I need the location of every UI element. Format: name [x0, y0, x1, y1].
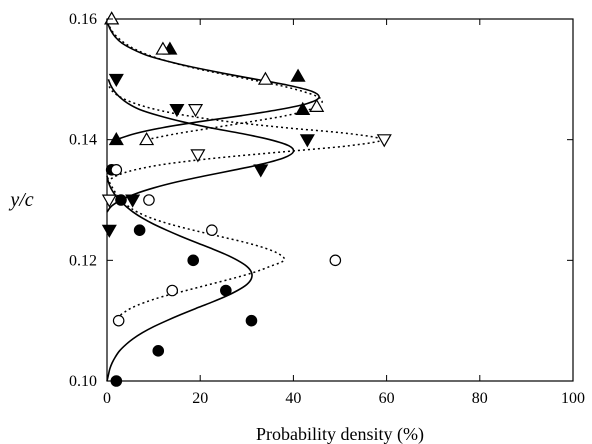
open-circle-point [166, 284, 179, 297]
open-circle-point [143, 194, 155, 206]
fit-curve-1-solid [106, 175, 253, 382]
open-triangle-up-point [104, 11, 120, 25]
filled-triangle-down-point [169, 104, 185, 118]
filled-triangle-down-point [101, 224, 117, 238]
open-triangle-up-point [309, 98, 325, 112]
y-tick-label: 0.10 [69, 373, 97, 390]
y-axis-ticks: 0.10 0.12 0.14 0.16 [69, 11, 573, 390]
filled-circle-point [115, 194, 127, 206]
x-tick-label: 100 [561, 390, 585, 407]
filled-triangle-down-point [299, 134, 315, 148]
plot-frame [106, 18, 574, 382]
data-markers [101, 11, 392, 387]
open-circle-point [110, 164, 123, 176]
y-tick-label: 0.12 [69, 252, 97, 269]
filled-triangle-up-point [295, 101, 311, 115]
open-circle-point [329, 254, 342, 267]
open-triangle-up-point [155, 41, 171, 55]
x-tick-label: 60 [379, 390, 395, 407]
open-triangle-down-point [376, 134, 392, 148]
filled-triangle-down-point [253, 164, 269, 178]
x-axis-label: Probability density (%) [256, 424, 424, 444]
open-circle-point [112, 314, 125, 327]
open-triangle-down-point [190, 149, 206, 163]
filled-circle-point [220, 284, 232, 297]
x-tick-label: 80 [472, 390, 488, 407]
fit-curve-5-solid [106, 18, 320, 141]
fit-curve-6-dotted [106, 18, 323, 141]
open-circle-point [206, 224, 218, 236]
filled-triangle-up-point [290, 68, 306, 82]
filled-triangle-down-point [108, 73, 124, 88]
filled-triangle-up-point [108, 131, 124, 146]
filled-circle-point [152, 345, 165, 357]
filled-circle-point [245, 314, 258, 327]
x-tick-label: 40 [285, 390, 301, 407]
filled-circle-point [187, 254, 200, 267]
fit-curve-3-solid [106, 79, 295, 213]
open-triangle-up-point [139, 131, 155, 146]
x-axis-ticks: 0 20 40 60 80 100 [103, 19, 585, 407]
y-tick-label: 0.14 [69, 132, 97, 149]
y-tick-label: 0.16 [69, 11, 97, 28]
x-tick-label: 0 [103, 390, 111, 407]
open-triangle-down-point [188, 104, 204, 118]
filled-circle-point [133, 224, 146, 236]
filled-triangle-down-point [125, 194, 141, 208]
open-triangle-up-point [257, 71, 273, 85]
y-axis-label: y/c [8, 189, 33, 211]
open-triangle-down-point [101, 194, 117, 208]
x-tick-label: 20 [192, 390, 208, 407]
